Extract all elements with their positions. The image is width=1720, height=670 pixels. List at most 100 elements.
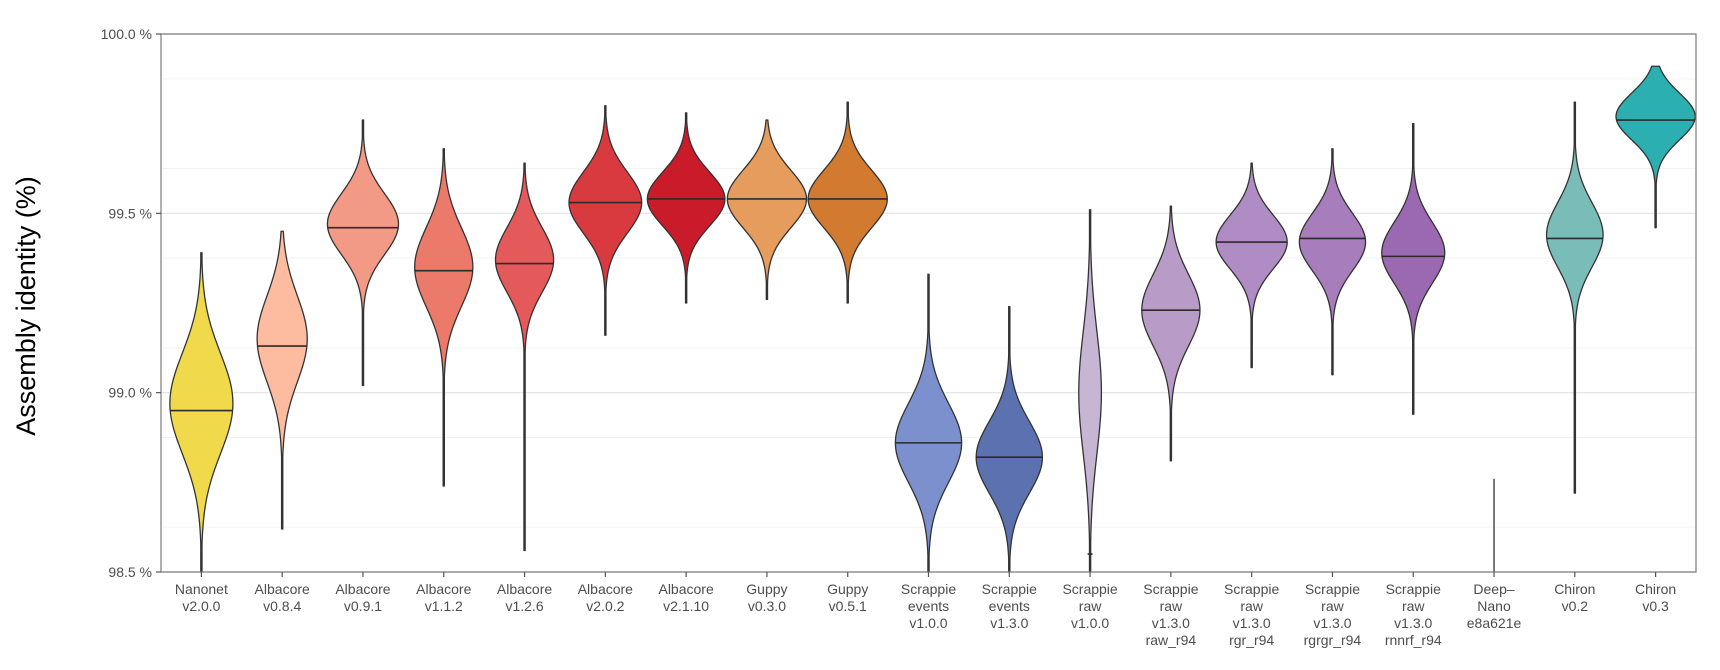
violin-4 xyxy=(494,162,555,552)
violin-body xyxy=(726,119,808,301)
x-tick-label-line: v2.0.0 xyxy=(182,598,220,614)
x-tick-label: Albacore v0.9.1 xyxy=(335,581,390,614)
violin-body xyxy=(568,105,643,336)
x-tick-label: Albacore v1.2.6 xyxy=(497,581,552,614)
x-tick-label-line: Albacore xyxy=(658,581,713,597)
x-tick-label-line: Albacore xyxy=(255,581,310,597)
violin-body xyxy=(1078,209,1103,573)
x-tick-label: Albacore v1.1.2 xyxy=(416,581,471,614)
violin-17 xyxy=(1545,101,1604,494)
x-tick-label: Chiron v0.3 xyxy=(1635,581,1676,614)
x-tick-label-line: v2.1.10 xyxy=(663,598,709,614)
x-tick-label-line: v1.3.0 xyxy=(1233,615,1271,631)
x-tick-label-line: e8a621e xyxy=(1467,615,1522,631)
violin-body xyxy=(1381,123,1446,415)
violin-body xyxy=(169,252,234,573)
x-tick-label-line: v0.3.0 xyxy=(748,598,786,614)
x-tick-label-line: Albacore xyxy=(578,581,633,597)
y-axis-title: Assembly identity (%) xyxy=(11,176,41,436)
x-tick-label: Scrappie raw v1.0.0 xyxy=(1062,581,1117,631)
y-tick-label: 99.5 % xyxy=(108,205,152,221)
violin-body xyxy=(807,101,888,304)
x-tick-label-line: Scrappie xyxy=(1305,581,1360,597)
x-tick-label-line: events xyxy=(908,598,949,614)
violin-body xyxy=(256,230,308,530)
x-tick-label-line: v1.2.6 xyxy=(505,598,543,614)
y-tick-label: 100.0 % xyxy=(101,26,152,42)
x-tick-label-line: v1.0.0 xyxy=(1071,615,1109,631)
x-tick-label-line: Albacore xyxy=(335,581,390,597)
violin-0 xyxy=(169,252,234,573)
x-tick-label: Albacore v2.0.2 xyxy=(578,581,633,614)
x-tick-label: Scrappie events v1.0.0 xyxy=(901,581,956,631)
x-tick-label-line: Scrappie xyxy=(1386,581,1441,597)
x-tick-label-line: v1.3.0 xyxy=(1152,615,1190,631)
x-tick-label-line: Deep– xyxy=(1473,581,1514,597)
x-tick-label-line: v1.3.0 xyxy=(1313,615,1351,631)
violin-body xyxy=(646,112,726,304)
x-tick-label-line: v1.0.0 xyxy=(909,615,947,631)
x-tick-label-line: Guppy xyxy=(827,581,868,597)
x-tick-label-line: raw xyxy=(1240,598,1263,614)
violin-body xyxy=(975,305,1044,573)
x-tick-label-line: Scrappie xyxy=(901,581,956,597)
x-tick-label: Albacore v2.1.10 xyxy=(658,581,713,614)
x-tick-label-line: raw xyxy=(1079,598,1102,614)
x-tick-label: Scrappie raw v1.3.0 rnnrf_r94 xyxy=(1385,581,1442,648)
violin-12 xyxy=(1141,205,1201,462)
violin-15 xyxy=(1381,123,1446,415)
x-tick-label-line: v0.2 xyxy=(1562,598,1589,614)
x-tick-label: Albacore v0.8.4 xyxy=(255,581,310,614)
x-tick-label-line: v1.1.2 xyxy=(425,598,463,614)
x-tick-label-line: v0.3 xyxy=(1642,598,1669,614)
x-tick-label: Chiron v0.2 xyxy=(1554,581,1595,614)
x-tick-label-line: rgrgr_r94 xyxy=(1304,632,1362,648)
x-tick-label: Scrappie raw v1.3.0 raw_r94 xyxy=(1143,581,1198,648)
x-tick-label: Guppy v0.5.1 xyxy=(827,581,868,614)
violin-body xyxy=(1545,101,1604,494)
x-tick-label-line: raw xyxy=(1402,598,1425,614)
violin-6 xyxy=(646,112,726,304)
x-tick-label-line: Nano xyxy=(1477,598,1511,614)
violin-body xyxy=(1298,148,1367,376)
x-tick-label-line: Chiron xyxy=(1635,581,1676,597)
x-tick-label-line: v0.9.1 xyxy=(344,598,382,614)
violin-body xyxy=(894,273,963,573)
x-tick-label: Scrappie raw v1.3.0 rgrgr_r94 xyxy=(1304,581,1362,648)
violin-13 xyxy=(1215,162,1288,369)
x-tick-label-line: rgr_r94 xyxy=(1229,632,1274,648)
x-tick-label-line: raw xyxy=(1321,598,1344,614)
x-tick-label-line: raw xyxy=(1160,598,1183,614)
violin-18 xyxy=(1615,65,1696,229)
y-tick-label: 99.0 % xyxy=(108,385,152,401)
violin-10 xyxy=(975,305,1044,573)
violin-14 xyxy=(1298,148,1367,376)
x-tick-label-line: v1.3.0 xyxy=(990,615,1028,631)
x-tick-label: Scrappie events v1.3.0 xyxy=(982,581,1037,631)
violin-5 xyxy=(568,105,643,336)
x-tick-label-line: v2.0.2 xyxy=(586,598,624,614)
y-tick-label: 98.5 % xyxy=(108,564,152,580)
x-tick-label-line: Nanonet xyxy=(175,581,228,597)
violin-3 xyxy=(414,148,474,487)
violin-body xyxy=(1141,205,1201,462)
violin-body xyxy=(326,119,400,387)
x-tick-label-line: v0.5.1 xyxy=(829,598,867,614)
x-tick-label: Guppy v0.3.0 xyxy=(746,581,787,614)
x-tick-label-line: Albacore xyxy=(497,581,552,597)
x-tick-label-line: events xyxy=(989,598,1030,614)
violin-7 xyxy=(726,119,808,301)
x-tick-label-line: v1.3.0 xyxy=(1394,615,1432,631)
violin-body xyxy=(494,162,555,552)
x-tick-label-line: Scrappie xyxy=(982,581,1037,597)
x-tick-label-line: v0.8.4 xyxy=(263,598,301,614)
violin-body xyxy=(414,148,474,487)
x-tick-label-line: Albacore xyxy=(416,581,471,597)
violin-8 xyxy=(807,101,888,304)
violin-9 xyxy=(894,273,963,573)
x-tick-label-line: Scrappie xyxy=(1062,581,1117,597)
violin-11 xyxy=(1078,209,1103,573)
x-tick-label-line: raw_r94 xyxy=(1146,632,1197,648)
